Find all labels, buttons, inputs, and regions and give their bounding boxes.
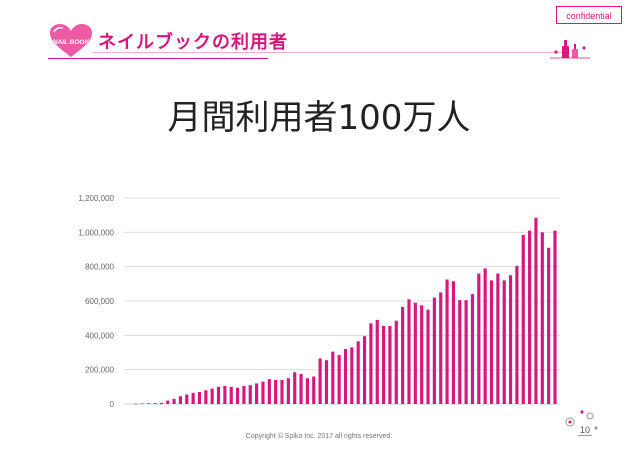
- bar: [534, 217, 538, 404]
- bar: [235, 387, 240, 404]
- bar: [255, 383, 259, 404]
- bar: [293, 372, 297, 404]
- bar: [553, 230, 557, 404]
- bar: [216, 386, 221, 404]
- bar: [274, 379, 278, 404]
- bar: [223, 385, 227, 404]
- bar: [178, 396, 183, 404]
- bar: [210, 388, 214, 404]
- bar: [134, 403, 138, 405]
- bar: [502, 280, 506, 404]
- bar: [432, 297, 436, 404]
- y-tick-label: 800,000: [85, 263, 114, 272]
- bar: [172, 398, 176, 404]
- bar: [407, 299, 411, 404]
- flower-decoration-icon: [565, 410, 598, 430]
- bar: [394, 320, 398, 404]
- header-divider-accent: [48, 58, 268, 59]
- bar: [388, 325, 392, 404]
- bar: [204, 390, 208, 404]
- header-divider: [92, 52, 562, 53]
- bar: [248, 385, 252, 404]
- bar: [451, 281, 456, 404]
- bar: [159, 402, 163, 404]
- bar: [528, 230, 532, 404]
- bar: [350, 347, 354, 404]
- y-tick-label: 200,000: [85, 366, 114, 375]
- bar: [153, 403, 157, 404]
- bar: [312, 376, 316, 404]
- bar: [299, 373, 303, 404]
- bar: [242, 385, 246, 404]
- bar: [140, 403, 144, 405]
- nail-book-logo: NAIL BOOK: [50, 24, 92, 57]
- bar: [508, 275, 513, 404]
- bar: [286, 378, 290, 404]
- bar: [305, 378, 309, 404]
- nail-polish-icon: [550, 40, 590, 59]
- bar: [521, 234, 525, 404]
- y-tick-label: 0: [110, 400, 115, 409]
- bar: [382, 325, 386, 404]
- bar: [483, 268, 487, 404]
- copyright-text: Copyright © Spika Inc. 2017 all rights r…: [245, 433, 393, 440]
- bar: [413, 302, 417, 404]
- confidential-badge: confidential: [556, 6, 622, 24]
- bar: [426, 309, 430, 404]
- bar: [445, 279, 449, 404]
- bar: [401, 307, 405, 404]
- page-title: ネイルブックの利用者: [98, 32, 288, 53]
- bar: [464, 300, 468, 404]
- logo-text: NAIL BOOK: [53, 39, 91, 46]
- bar: [229, 386, 233, 404]
- bar: [331, 351, 335, 404]
- bar: [267, 379, 271, 404]
- bar: [515, 265, 519, 404]
- bar: [489, 280, 494, 404]
- bar: [439, 292, 443, 404]
- bar: [547, 247, 551, 404]
- bar: [166, 400, 170, 404]
- bar: [477, 273, 481, 404]
- bar: [470, 294, 475, 404]
- bar: [496, 273, 500, 404]
- bar: [375, 319, 379, 404]
- bar: [343, 349, 348, 404]
- bar: [362, 336, 367, 404]
- page-number: 10: [578, 425, 593, 436]
- bar: [324, 360, 329, 404]
- bar: [147, 403, 151, 404]
- bar: [337, 355, 341, 404]
- bar: [356, 341, 360, 404]
- bar: [318, 358, 322, 404]
- y-tick-label: 600,000: [85, 297, 114, 306]
- y-tick-label: 400,000: [85, 331, 114, 340]
- bar: [261, 381, 265, 404]
- bar: [458, 300, 462, 404]
- bar: [197, 391, 202, 404]
- bar: [420, 305, 424, 404]
- main-heading: 月間利用者100万人: [167, 98, 471, 138]
- y-tick-label: 1,200,000: [78, 194, 114, 203]
- bar: [369, 323, 373, 404]
- bar: [185, 394, 189, 404]
- y-tick-label: 1,000,000: [78, 228, 114, 237]
- bar: [191, 392, 195, 404]
- bar: [280, 379, 284, 404]
- bar: [540, 232, 544, 404]
